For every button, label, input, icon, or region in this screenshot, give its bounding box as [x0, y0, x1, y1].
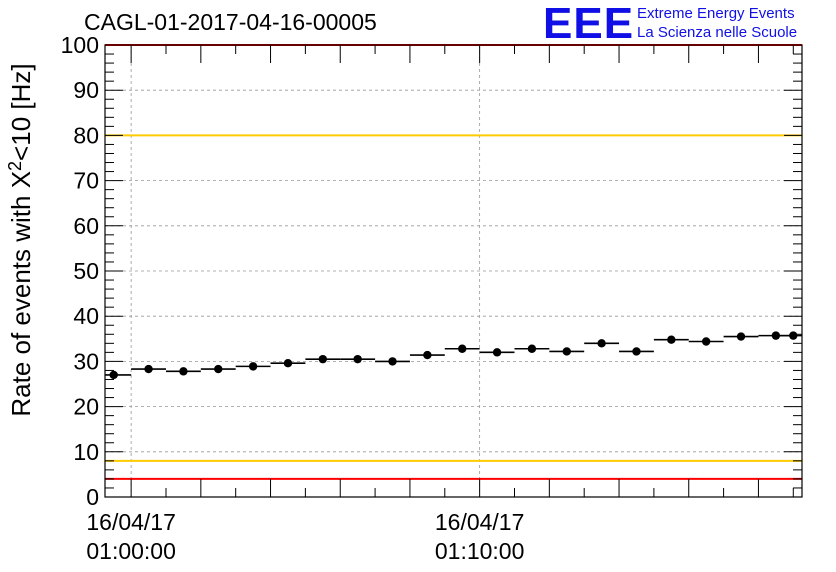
- tick-labels: 0 10 20 30 40 50 60 70 80 90 100 16/04/17 01:00:00 16…: [61, 32, 525, 564]
- threshold-lines: [105, 44, 802, 480]
- axis-ticks: [105, 44, 802, 498]
- data-point: [789, 331, 798, 340]
- data-point: [179, 367, 188, 376]
- y-tick-label: 70: [73, 168, 99, 194]
- data-point: [562, 347, 571, 356]
- y-tick-label: 20: [73, 394, 99, 420]
- y-tick-label: 90: [73, 77, 99, 103]
- data-point: [283, 359, 293, 368]
- data-point: [388, 357, 397, 366]
- data-point: [492, 348, 502, 357]
- x-tick-label-date: 16/04/17: [435, 509, 525, 535]
- y-axis-label: Rate of events with X2<10 [Hz]: [5, 63, 36, 416]
- data-series: [105, 331, 802, 380]
- data-point: [144, 364, 153, 374]
- data-point: [527, 344, 537, 353]
- data-point: [597, 339, 606, 348]
- y-tick-label: 100: [61, 32, 99, 58]
- data-point: [248, 362, 258, 371]
- data-point: [423, 350, 432, 360]
- eee-logo: EEE: [543, 0, 635, 48]
- run-title: CAGL-01-2017-04-16-00005: [84, 9, 377, 35]
- data-point: [353, 354, 362, 364]
- data-point: [318, 354, 328, 364]
- y-tick-label: 80: [73, 122, 99, 148]
- y-tick-label: 10: [73, 439, 99, 465]
- y-tick-label: 30: [73, 348, 99, 374]
- logo-line-1: Extreme Energy Events: [637, 5, 795, 22]
- data-point: [632, 347, 641, 356]
- data-point: [736, 332, 746, 341]
- y-tick-label: 0: [86, 484, 99, 510]
- data-point: [667, 335, 676, 344]
- x-tick-label-date: 16/04/17: [86, 509, 176, 535]
- y-tick-label: 40: [73, 303, 99, 329]
- x-tick-label-time: 01:10:00: [435, 538, 525, 564]
- data-point: [701, 337, 711, 346]
- x-tick-label-time: 01:00:00: [86, 538, 176, 564]
- data-point: [109, 370, 118, 380]
- logo-tagline: Extreme Energy Events La Scienza nelle S…: [637, 4, 797, 42]
- data-point: [214, 364, 223, 374]
- grid-lines: [105, 45, 802, 497]
- logo-line-2: La Scienza nelle Scuole: [637, 24, 798, 41]
- y-tick-label: 60: [73, 213, 99, 239]
- data-point: [458, 344, 467, 353]
- y-tick-label: 50: [73, 258, 99, 284]
